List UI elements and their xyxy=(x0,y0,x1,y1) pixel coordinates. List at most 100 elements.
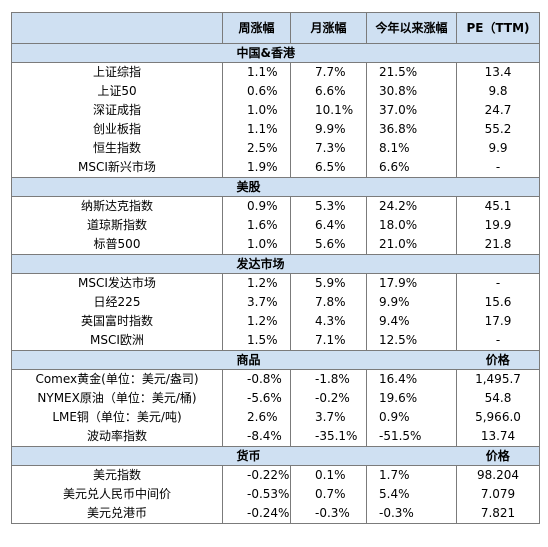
ytd-change-value: 19.6% xyxy=(366,389,457,408)
pe-or-price-value: 45.1 xyxy=(456,196,540,216)
table-row: MSCI发达市场 1.2% 5.9% 17.9% - xyxy=(11,273,540,293)
ytd-change-value: 30.8% xyxy=(366,82,457,101)
pe-or-price-value: - xyxy=(456,331,540,351)
monthly-change-value: 5.6% xyxy=(290,235,367,255)
monthly-change-value: 0.1% xyxy=(290,465,367,485)
section-right-title xyxy=(456,254,540,274)
weekly-change-value: 1.0% xyxy=(222,235,291,255)
pe-or-price-value: - xyxy=(456,273,540,293)
pe-or-price-value: 98.204 xyxy=(456,465,540,485)
monthly-change-value: 0.7% xyxy=(290,485,367,504)
index-name: 美元兑港币 xyxy=(11,504,223,524)
table-row: 波动率指数 -8.4% -35.1% -51.5% 13.74 xyxy=(11,427,540,447)
weekly-change-value: 1.5% xyxy=(222,331,291,351)
ytd-change-value: 5.4% xyxy=(366,485,457,504)
table-row: 创业板指 1.1% 9.9% 36.8% 55.2 xyxy=(11,120,540,139)
weekly-change-value: 0.6% xyxy=(222,82,291,101)
index-name: 深证成指 xyxy=(11,101,223,120)
pe-or-price-value: 7.821 xyxy=(456,504,540,524)
ytd-change-value: 8.1% xyxy=(366,139,457,158)
pe-or-price-value: 54.8 xyxy=(456,389,540,408)
section-spacer-cell xyxy=(11,350,223,370)
table-row: 英国富时指数 1.2% 4.3% 9.4% 17.9 xyxy=(11,312,540,331)
table-row: 美元兑港币 -0.24% -0.3% -0.3% 7.821 xyxy=(11,504,540,524)
pe-or-price-value: 9.8 xyxy=(456,82,540,101)
index-name: 上证综指 xyxy=(11,62,223,82)
monthly-change-value: -0.3% xyxy=(290,504,367,524)
section-right-title: 价格 xyxy=(456,446,540,466)
pe-or-price-value: 13.74 xyxy=(456,427,540,447)
pe-or-price-value: 17.9 xyxy=(456,312,540,331)
weekly-change-value: -0.53% xyxy=(222,485,291,504)
index-name: LME铜（单位：美元/吨) xyxy=(11,408,223,427)
monthly-change-value: -35.1% xyxy=(290,427,367,447)
section-title: 货币 xyxy=(222,446,457,466)
header-name-cell xyxy=(11,12,223,44)
index-name: NYMEX原油（单位：美元/桶) xyxy=(11,389,223,408)
pe-or-price-value: 21.8 xyxy=(456,235,540,255)
header-pe-ttm: PE（TTM) xyxy=(456,12,540,44)
weekly-change-value: 1.2% xyxy=(222,273,291,293)
table-row: NYMEX原油（单位：美元/桶) -5.6% -0.2% 19.6% 54.8 xyxy=(11,389,540,408)
section-right-title xyxy=(456,43,540,63)
table-row: LME铜（单位：美元/吨) 2.6% 3.7% 0.9% 5,966.0 xyxy=(11,408,540,427)
header-weekly-change: 周涨幅 xyxy=(222,12,291,44)
pe-or-price-value: 24.7 xyxy=(456,101,540,120)
monthly-change-value: -1.8% xyxy=(290,369,367,389)
section-header-row: 中国&香港 xyxy=(11,43,540,63)
weekly-change-value: 2.6% xyxy=(222,408,291,427)
ytd-change-value: 6.6% xyxy=(366,158,457,178)
index-name: Comex黄金(单位：美元/盎司) xyxy=(11,369,223,389)
pe-or-price-value: 7.079 xyxy=(456,485,540,504)
table-header-row: 周涨幅 月涨幅 今年以来涨幅 PE（TTM) xyxy=(11,12,540,44)
weekly-change-value: 0.9% xyxy=(222,196,291,216)
section-header-row: 发达市场 xyxy=(11,254,540,274)
section-header-row: 美股 xyxy=(11,177,540,197)
monthly-change-value: 10.1% xyxy=(290,101,367,120)
ytd-change-value: 16.4% xyxy=(366,369,457,389)
ytd-change-value: -51.5% xyxy=(366,427,457,447)
weekly-change-value: 1.6% xyxy=(222,216,291,235)
index-name: MSCI欧洲 xyxy=(11,331,223,351)
ytd-change-value: -0.3% xyxy=(366,504,457,524)
table-row: 纳斯达克指数 0.9% 5.3% 24.2% 45.1 xyxy=(11,196,540,216)
ytd-change-value: 9.9% xyxy=(366,293,457,312)
index-name: 创业板指 xyxy=(11,120,223,139)
table-row: 上证综指 1.1% 7.7% 21.5% 13.4 xyxy=(11,62,540,82)
section-header-row: 货币 价格 xyxy=(11,446,540,466)
monthly-change-value: 6.5% xyxy=(290,158,367,178)
index-name: 美元兑人民币中间价 xyxy=(11,485,223,504)
index-name: MSCI发达市场 xyxy=(11,273,223,293)
monthly-change-value: 7.3% xyxy=(290,139,367,158)
monthly-change-value: 7.7% xyxy=(290,62,367,82)
pe-or-price-value: - xyxy=(456,158,540,178)
monthly-change-value: 7.8% xyxy=(290,293,367,312)
index-name: 英国富时指数 xyxy=(11,312,223,331)
ytd-change-value: 18.0% xyxy=(366,216,457,235)
weekly-change-value: -8.4% xyxy=(222,427,291,447)
section-spacer-cell xyxy=(11,43,223,63)
weekly-change-value: 1.1% xyxy=(222,120,291,139)
index-name: MSCI新兴市场 xyxy=(11,158,223,178)
weekly-change-value: 3.7% xyxy=(222,293,291,312)
table-row: 美元兑人民币中间价 -0.53% 0.7% 5.4% 7.079 xyxy=(11,485,540,504)
pe-or-price-value: 15.6 xyxy=(456,293,540,312)
table-row: 深证成指 1.0% 10.1% 37.0% 24.7 xyxy=(11,101,540,120)
table-row: Comex黄金(单位：美元/盎司) -0.8% -1.8% 16.4% 1,495.7 xyxy=(11,369,540,389)
ytd-change-value: 12.5% xyxy=(366,331,457,351)
ytd-change-value: 36.8% xyxy=(366,120,457,139)
ytd-change-value: 21.0% xyxy=(366,235,457,255)
pe-or-price-value: 9.9 xyxy=(456,139,540,158)
section-title: 美股 xyxy=(222,177,457,197)
table-row: 上证50 0.6% 6.6% 30.8% 9.8 xyxy=(11,82,540,101)
table-row: 恒生指数 2.5% 7.3% 8.1% 9.9 xyxy=(11,139,540,158)
index-name: 波动率指数 xyxy=(11,427,223,447)
ytd-change-value: 37.0% xyxy=(366,101,457,120)
ytd-change-value: 1.7% xyxy=(366,465,457,485)
weekly-change-value: 1.2% xyxy=(222,312,291,331)
index-name: 纳斯达克指数 xyxy=(11,196,223,216)
monthly-change-value: 5.3% xyxy=(290,196,367,216)
section-spacer-cell xyxy=(11,446,223,466)
ytd-change-value: 9.4% xyxy=(366,312,457,331)
pe-or-price-value: 19.9 xyxy=(456,216,540,235)
